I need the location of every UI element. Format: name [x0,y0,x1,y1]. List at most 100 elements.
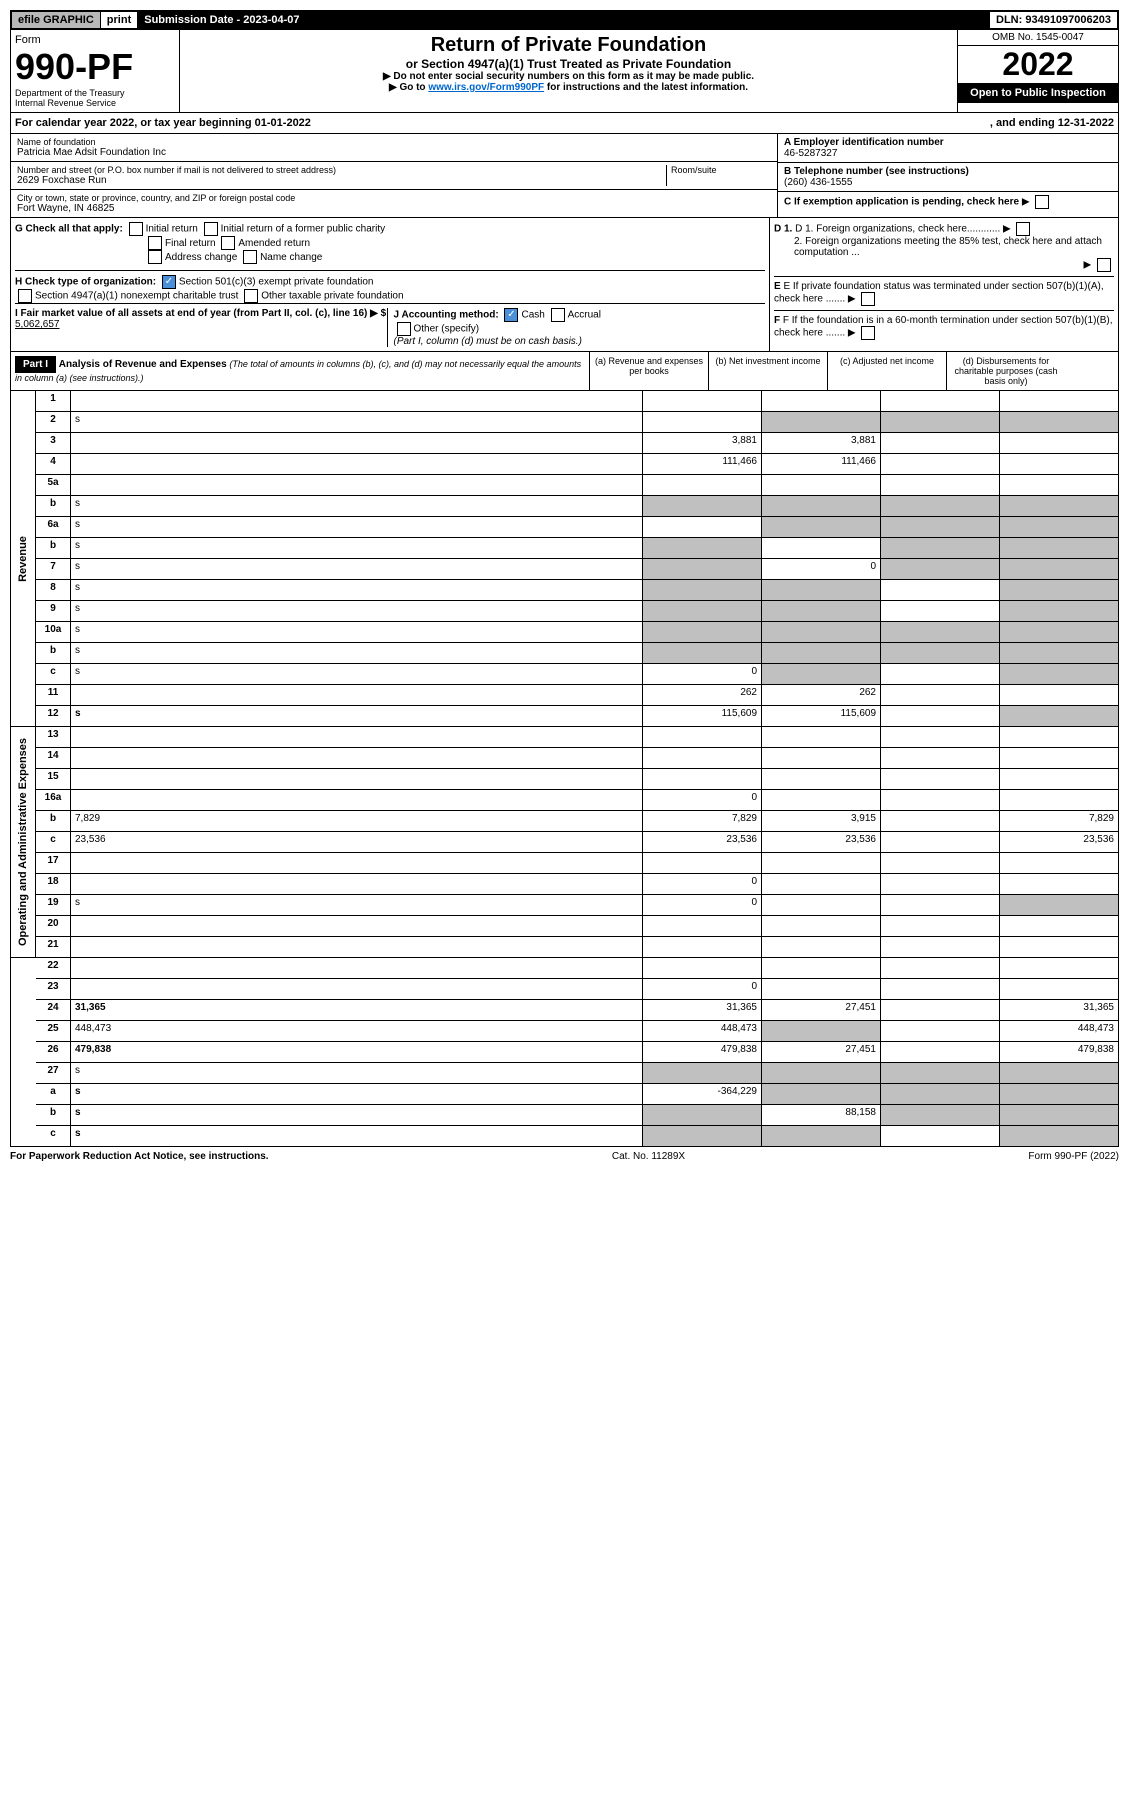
d1: D 1. D 1. Foreign organizations, check h… [774,222,1114,236]
d1-chk[interactable] [1016,222,1030,236]
line-desc: s [71,1105,643,1125]
line-number: c [36,832,71,852]
line-val-b [762,853,881,873]
line-val-d: 479,838 [1000,1042,1118,1062]
line-val-c [881,748,1000,768]
line-desc [71,748,643,768]
other-taxable-chk[interactable] [244,289,258,303]
form-ref: Form 990-PF (2022) [1028,1151,1119,1162]
open-public: Open to Public Inspection [958,83,1118,103]
table-row: 16a0 [36,790,1118,811]
line-val-d [1000,958,1118,978]
page-footer: For Paperwork Reduction Act Notice, see … [10,1147,1119,1166]
line-desc: s [71,622,643,642]
501c3-chk[interactable] [162,275,176,289]
line-val-a: -364,229 [643,1084,762,1104]
name-change-chk[interactable] [243,250,257,264]
line-desc [71,769,643,789]
line-desc [71,454,643,474]
line-number: 12 [36,706,71,726]
line-desc [71,685,643,705]
line-desc [71,391,643,411]
table-row: bs [36,538,1118,559]
section-e: E E If private foundation status was ter… [774,276,1114,306]
line-val-a [643,748,762,768]
irs-link[interactable]: www.irs.gov/Form990PF [428,82,544,93]
line-val-c [881,1063,1000,1083]
accrual-chk[interactable] [551,308,565,322]
form-title: Return of Private Foundation [184,34,953,57]
table-row: 2s [36,412,1118,433]
amended-chk[interactable] [221,236,235,250]
line-val-c [881,727,1000,747]
line-desc: s [71,1126,643,1146]
dln: DLN: 93491097006203 [990,12,1117,28]
table-row: b7,8297,8293,9157,829 [36,811,1118,832]
initial-public-chk[interactable] [204,222,218,236]
e-chk[interactable] [861,292,875,306]
fmv: 5,062,657 [15,319,60,330]
foundation-info: Name of foundation Patricia Mae Adsit Fo… [10,134,1119,218]
line-val-d [1000,727,1118,747]
line-val-c [881,454,1000,474]
line-desc: 23,536 [71,832,643,852]
initial-return-chk[interactable] [129,222,143,236]
table-row: 230 [36,979,1118,1000]
table-row: cs [36,1126,1118,1146]
line-number: c [36,1126,71,1146]
line-val-d [1000,1063,1118,1083]
line-val-d [1000,559,1118,579]
line-val-c [881,979,1000,999]
f-chk[interactable] [861,326,875,340]
line-val-a [643,1105,762,1125]
line-number: 3 [36,433,71,453]
line-desc: s [71,580,643,600]
ein: 46-5287327 [784,148,1112,159]
line-val-b: 23,536 [762,832,881,852]
line-val-a: 448,473 [643,1021,762,1041]
line-number: b [36,538,71,558]
table-row: 14 [36,748,1118,769]
calendar-year: For calendar year 2022, or tax year begi… [10,113,1119,134]
i-label: I Fair market value of all assets at end… [15,308,386,319]
line-val-b [762,517,881,537]
part1-label: Part I [15,356,56,373]
line-desc: s [71,1063,643,1083]
d2-chk[interactable] [1097,258,1111,272]
line-val-d [1000,1126,1118,1146]
line-val-b: 262 [762,685,881,705]
line-desc: s [71,1084,643,1104]
other-method-chk[interactable] [397,322,411,336]
top-bar: efile GRAPHIC print Submission Date - 20… [10,10,1119,30]
line-val-a [643,727,762,747]
line-number: 23 [36,979,71,999]
line-val-b: 0 [762,559,881,579]
line-val-b: 88,158 [762,1105,881,1125]
line-desc [71,727,643,747]
address-change-chk[interactable] [148,250,162,264]
line-desc [71,433,643,453]
print-label[interactable]: print [101,12,138,28]
line-number: 24 [36,1000,71,1020]
4947-chk[interactable] [18,289,32,303]
c-checkbox[interactable] [1035,195,1049,209]
line-val-c [881,895,1000,915]
line-val-b [762,979,881,999]
table-row: 12s115,609115,609 [36,706,1118,726]
final-return-chk[interactable] [148,236,162,250]
line-val-d [1000,769,1118,789]
line-val-c [881,622,1000,642]
line-val-a [643,937,762,957]
expenses-side-label: Operating and Administrative Expenses [11,727,36,957]
cash-chk[interactable] [504,308,518,322]
tax-year: 2022 [958,46,1118,83]
line-val-c [881,1000,1000,1020]
form-label: Form [15,34,175,46]
line-val-d [1000,853,1118,873]
line-val-b [762,538,881,558]
line-number: a [36,1084,71,1104]
line-val-a [643,853,762,873]
line-val-b [762,1063,881,1083]
omb: OMB No. 1545-0047 [958,30,1118,46]
line-desc: s [71,643,643,663]
